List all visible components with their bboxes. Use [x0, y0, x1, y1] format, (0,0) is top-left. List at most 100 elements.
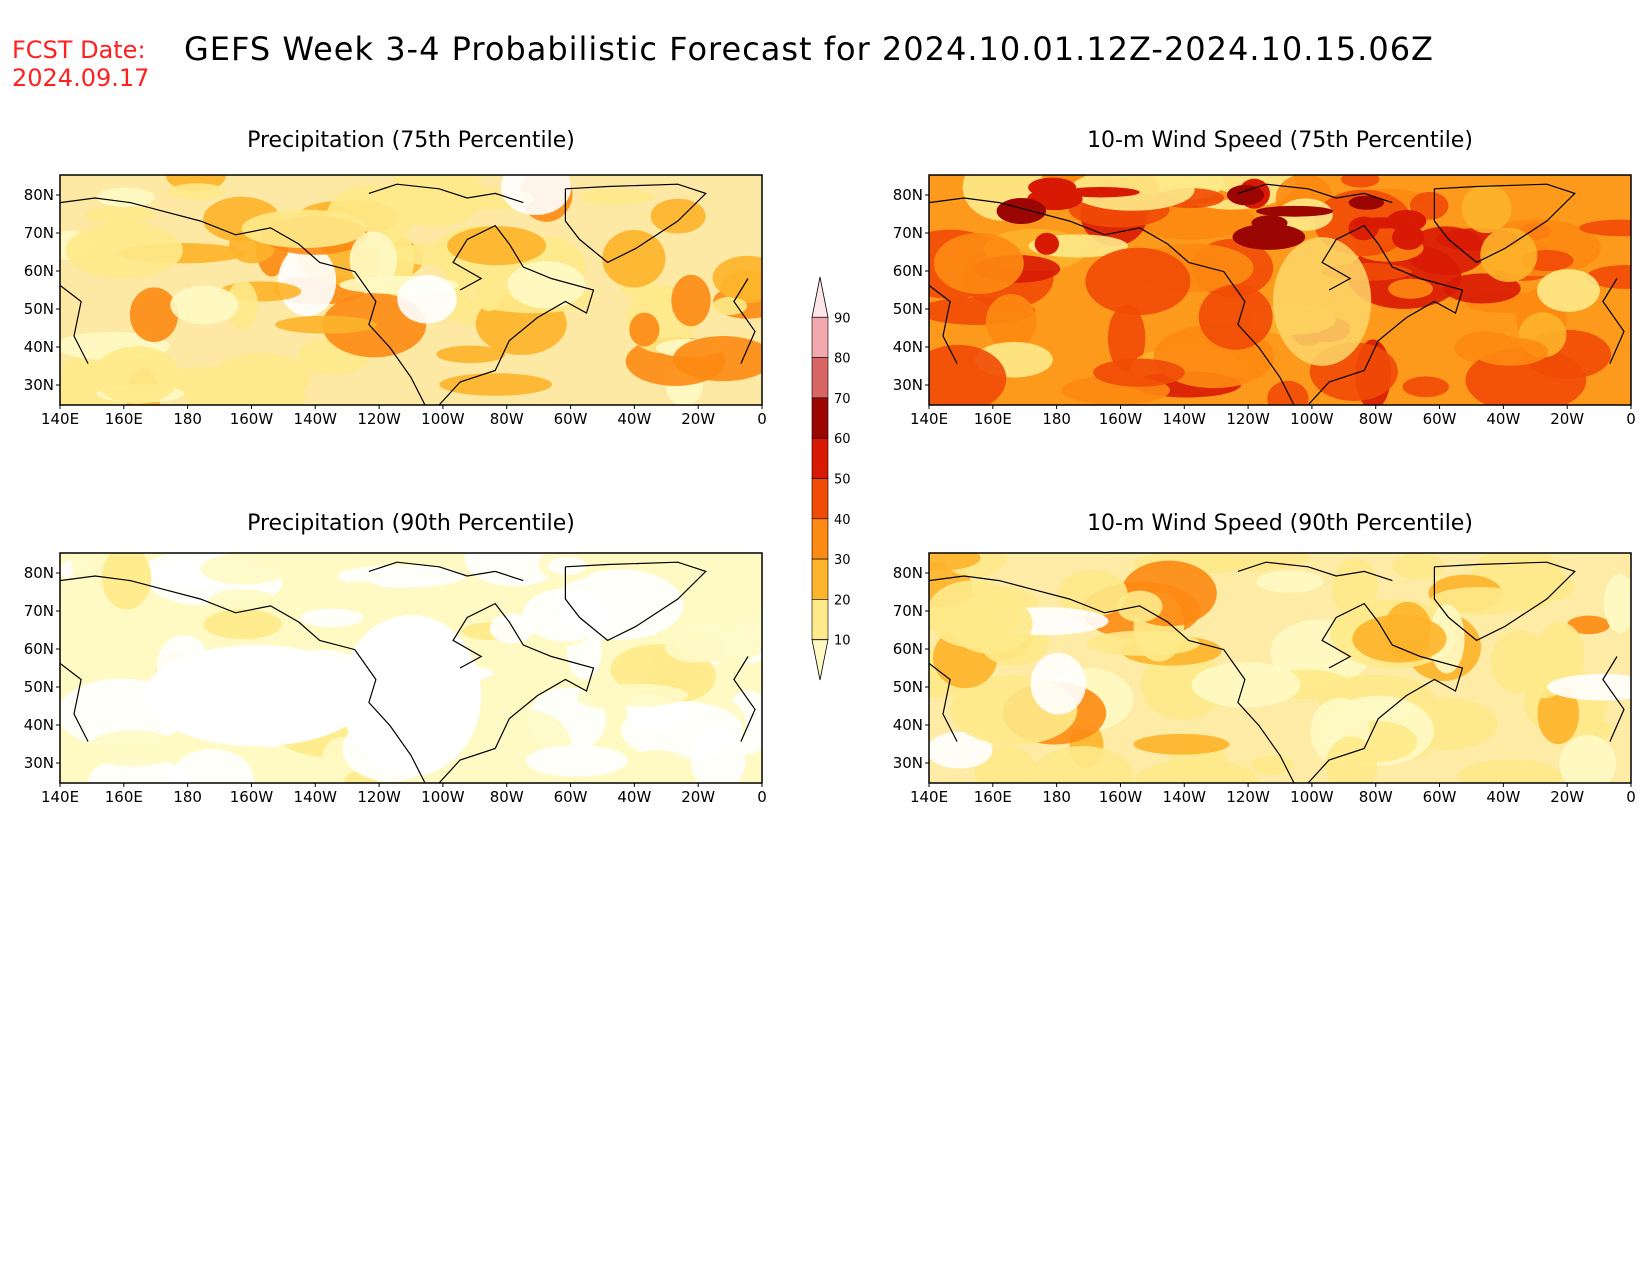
- shading-cell: [1133, 733, 1230, 755]
- shading-cell: [1057, 570, 1128, 617]
- shading-cell: [1250, 755, 1294, 775]
- shading-cell: [712, 296, 747, 316]
- lat-tick-label: 70N: [24, 602, 54, 620]
- lon-tick-label: 120W: [1226, 410, 1270, 428]
- shading-cell: [1226, 184, 1265, 206]
- forecast-date-value: 2024.09.17: [12, 64, 150, 92]
- coastline: [1433, 183, 1576, 264]
- shading-cell: [650, 198, 706, 234]
- colorbar-segment: [811, 316, 829, 358]
- shading-cell: [1256, 205, 1334, 217]
- coastline: [1307, 224, 1464, 405]
- shading-cell: [1547, 673, 1631, 701]
- coastline: [929, 284, 958, 364]
- shading-cell: [1031, 746, 1134, 783]
- lon-tick-label: 40W: [617, 788, 651, 806]
- shading-cell: [1402, 376, 1449, 398]
- shading-cell: [1198, 284, 1273, 350]
- lon-tick-label: 140E: [41, 788, 79, 806]
- shading-cell: [129, 287, 179, 343]
- lon-tick-label: 120W: [1226, 788, 1270, 806]
- colorbar-segment: [811, 599, 829, 641]
- shading-cell: [996, 198, 1046, 224]
- shading-cell: [96, 187, 155, 208]
- colorbar-segment: [811, 357, 829, 399]
- lon-tick-label: 120W: [357, 410, 401, 428]
- colorbar: 10 20 30 40 50 60 70 80 90: [811, 276, 851, 681]
- forecast-date-block: FCST Date: 2024.09.17: [12, 36, 149, 92]
- lat-tick-label: 40N: [893, 338, 923, 356]
- lon-tick-label: 140W: [294, 410, 338, 428]
- coastline: [368, 183, 524, 204]
- shading-cell: [929, 553, 981, 571]
- lon-tick-label: 100W: [421, 410, 465, 428]
- panel-title: Precipitation (90th Percentile): [247, 511, 575, 536]
- coastline: [368, 561, 524, 582]
- shading-cell: [602, 230, 666, 288]
- lat-tick-label: 30N: [24, 754, 54, 772]
- panel-frame: [928, 174, 1632, 406]
- shading-cell: [1325, 736, 1378, 783]
- lat-tick-label: 40N: [893, 716, 923, 734]
- shading-cell: [929, 731, 993, 769]
- panel-title: 10-m Wind Speed (90th Percentile): [1087, 511, 1473, 536]
- shading-cell: [500, 175, 572, 216]
- lon-tick-label: 0: [757, 788, 767, 806]
- panel-precip-90: Precipitation (90th Percentile) 140E 160E 1…: [24, 511, 767, 806]
- lat-tick-label: 30N: [24, 376, 54, 394]
- shading-cell: [1567, 615, 1611, 635]
- lon-tick-label: 180: [173, 788, 202, 806]
- shading-cell: [929, 580, 1021, 648]
- lon-tick-label: 80W: [1359, 410, 1393, 428]
- lat-tick-label: 60N: [24, 640, 54, 658]
- lat-tick-label: 40N: [24, 338, 54, 356]
- shading-cell: [579, 188, 655, 206]
- shading-cell: [1348, 195, 1385, 210]
- shading-cell: [1388, 278, 1434, 299]
- shading-cell: [1559, 734, 1616, 783]
- shading-cell: [1140, 648, 1225, 720]
- shading-cell: [1458, 759, 1563, 783]
- panel-wind-90: 10-m Wind Speed (90th Percentile) 140E 160…: [893, 511, 1636, 806]
- shading-cell: [673, 336, 762, 382]
- lon-tick-label: 120W: [357, 788, 401, 806]
- colorbar-segment: [811, 437, 829, 479]
- shading-cell: [629, 312, 660, 347]
- colorbar-label: 20: [834, 593, 851, 608]
- coastline: [733, 656, 756, 742]
- shading-cell: [1030, 652, 1087, 715]
- shading-cell: [200, 553, 289, 585]
- shading-cell: [1352, 614, 1447, 663]
- shading-cell: [635, 283, 670, 306]
- lon-tick-label: 80W: [1359, 788, 1393, 806]
- lon-tick-label: 0: [757, 410, 767, 428]
- shading-cell: [340, 615, 482, 777]
- lat-tick-label: 50N: [24, 300, 54, 318]
- shading-cell: [439, 373, 552, 396]
- shading-cell: [87, 730, 180, 767]
- shading-cell: [933, 232, 1024, 294]
- lon-tick-label: 40W: [617, 410, 651, 428]
- shading-cell: [1256, 570, 1324, 593]
- colorbar-cap: [811, 276, 829, 318]
- shading-cell: [300, 608, 364, 627]
- lat-tick-label: 70N: [24, 224, 54, 242]
- shading-cell: [1461, 184, 1512, 234]
- shading-cell: [1579, 219, 1631, 237]
- shading-cell: [1392, 224, 1425, 250]
- lon-tick-label: 40W: [1486, 410, 1520, 428]
- shading-cell: [101, 553, 152, 610]
- shading-cell: [1134, 758, 1260, 783]
- lon-tick-label: 80W: [490, 788, 524, 806]
- coastline: [733, 278, 756, 364]
- colorbar-label: 60: [834, 432, 851, 447]
- coastline: [1307, 602, 1464, 783]
- lat-tick-label: 40N: [24, 716, 54, 734]
- lon-tick-label: 160W: [1099, 410, 1143, 428]
- probability-field: [60, 553, 762, 783]
- coastline: [438, 224, 595, 405]
- coastline: [438, 602, 595, 783]
- colorbar-segment: [811, 397, 829, 439]
- lat-tick-label: 30N: [893, 754, 923, 772]
